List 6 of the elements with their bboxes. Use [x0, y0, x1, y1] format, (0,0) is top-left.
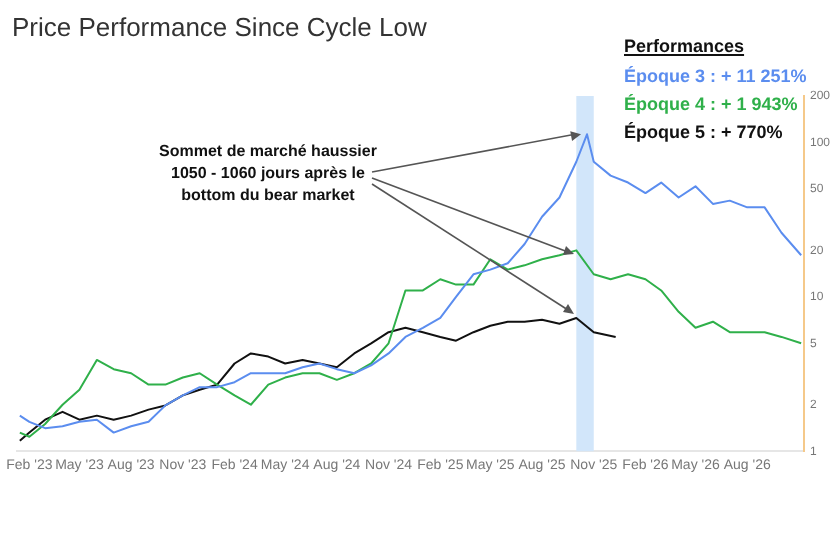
annotation: Époque 5 : + 770%: [624, 122, 783, 142]
annotation: Sommet de marché haussier 1050 - 1060 jours après le bottom du bear market: [157, 140, 379, 206]
text: Performances: [624, 36, 745, 56]
text: Époque 3 : + 11 251%: [624, 66, 807, 86]
chart-title: Price Performance Since Cycle Low: [12, 12, 427, 42]
annotation: Époque 4 : + 1 943%: [624, 94, 798, 114]
